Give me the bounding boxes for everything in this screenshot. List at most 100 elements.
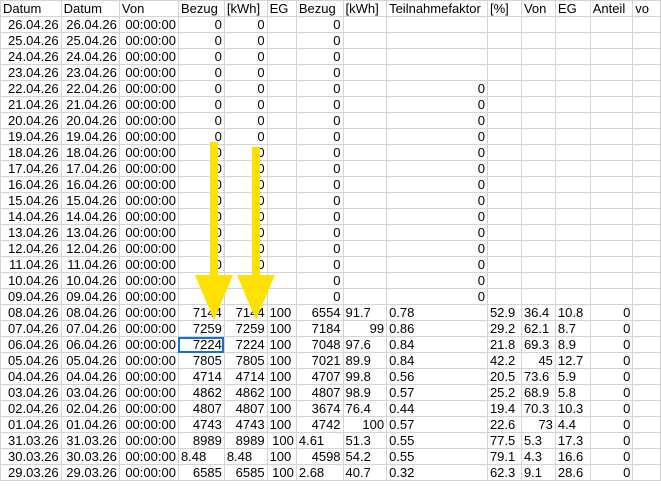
cell[interactable]: 21.04.26 — [60, 96, 120, 113]
cell[interactable]: 04.04.26 — [0, 368, 62, 385]
cell[interactable]: 12.04.26 — [0, 240, 62, 257]
cell[interactable]: 0 — [386, 176, 488, 193]
cell[interactable]: 76.4 — [342, 400, 388, 417]
cell[interactable] — [342, 112, 388, 129]
cell[interactable] — [342, 256, 388, 273]
cell[interactable]: 03.04.26 — [0, 384, 62, 401]
cell[interactable] — [632, 272, 661, 289]
cell[interactable]: 0 — [295, 48, 344, 65]
cell[interactable]: 25.04.26 — [0, 32, 62, 49]
cell[interactable]: 22.04.26 — [0, 80, 62, 97]
cell[interactable] — [486, 224, 522, 241]
cell[interactable]: 29.03.26 — [60, 464, 120, 481]
cell[interactable] — [342, 208, 388, 225]
cell[interactable]: 7048 — [295, 336, 344, 353]
cell[interactable]: 0 — [295, 144, 344, 161]
cell[interactable] — [554, 240, 591, 257]
cell[interactable] — [266, 16, 297, 33]
cell[interactable] — [266, 128, 297, 145]
cell[interactable] — [342, 144, 388, 161]
cell[interactable] — [554, 96, 591, 113]
cell[interactable] — [554, 128, 591, 145]
cell[interactable]: 20.04.26 — [60, 112, 120, 129]
cell[interactable]: 0 — [295, 192, 344, 209]
cell[interactable]: 0.86 — [386, 320, 488, 337]
cell[interactable]: 4743 — [223, 416, 268, 433]
cell[interactable] — [486, 16, 522, 33]
cell[interactable]: 0 — [295, 128, 344, 145]
cell[interactable] — [520, 192, 556, 209]
cell[interactable] — [589, 288, 634, 305]
cell[interactable] — [632, 96, 661, 113]
cell[interactable]: 100 — [266, 320, 297, 337]
cell[interactable] — [486, 48, 522, 65]
cell[interactable]: 0.78 — [386, 304, 488, 321]
cell[interactable]: 10.04.26 — [60, 272, 120, 289]
cell[interactable] — [589, 208, 634, 225]
cell[interactable]: 0 — [589, 384, 634, 401]
cell[interactable]: 7021 — [295, 352, 344, 369]
cell[interactable]: 17.3 — [554, 432, 591, 449]
cell[interactable]: 9.1 — [520, 464, 556, 481]
cell[interactable]: 0 — [386, 96, 488, 113]
cell[interactable]: 7184 — [295, 320, 344, 337]
cell[interactable] — [632, 64, 661, 81]
cell[interactable] — [632, 448, 661, 465]
cell[interactable] — [486, 160, 522, 177]
cell[interactable]: 0 — [589, 400, 634, 417]
cell[interactable]: 10.3 — [554, 400, 591, 417]
cell[interactable]: 0.57 — [386, 416, 488, 433]
cell[interactable] — [486, 32, 522, 49]
cell[interactable] — [520, 64, 556, 81]
cell[interactable]: 21.8 — [486, 336, 522, 353]
cell[interactable]: 0 — [295, 224, 344, 241]
cell[interactable] — [632, 352, 661, 369]
cell[interactable] — [520, 48, 556, 65]
cell[interactable]: 00:00:00 — [118, 208, 179, 225]
cell[interactable]: 15.04.26 — [60, 192, 120, 209]
column-header[interactable]: Bezug — [295, 0, 344, 17]
cell[interactable]: 36.4 — [520, 304, 556, 321]
cell[interactable] — [342, 272, 388, 289]
cell[interactable]: 07.04.26 — [60, 320, 120, 337]
cell[interactable] — [342, 288, 388, 305]
cell[interactable]: 14.04.26 — [60, 208, 120, 225]
cell[interactable] — [632, 384, 661, 401]
cell[interactable] — [632, 224, 661, 241]
cell[interactable] — [632, 192, 661, 209]
cell[interactable]: 00:00:00 — [118, 176, 179, 193]
cell[interactable]: 42.2 — [486, 352, 522, 369]
cell[interactable]: 3674 — [295, 400, 344, 417]
cell[interactable]: 0 — [295, 112, 344, 129]
cell[interactable] — [589, 80, 634, 97]
cell[interactable]: 8.9 — [554, 336, 591, 353]
cell[interactable]: 0 — [386, 240, 488, 257]
cell[interactable] — [554, 176, 591, 193]
cell[interactable] — [486, 176, 522, 193]
cell[interactable]: 4742 — [295, 416, 344, 433]
cell[interactable] — [554, 224, 591, 241]
cell[interactable]: 100 — [266, 336, 297, 353]
cell[interactable]: 02.04.26 — [60, 400, 120, 417]
cell[interactable] — [386, 32, 488, 49]
cell[interactable]: 100 — [342, 416, 388, 433]
cell[interactable] — [486, 272, 522, 289]
cell[interactable]: 13.04.26 — [60, 224, 120, 241]
cell[interactable]: 20.5 — [486, 368, 522, 385]
cell[interactable] — [589, 128, 634, 145]
cell[interactable] — [486, 256, 522, 273]
cell[interactable]: 0.55 — [386, 448, 488, 465]
cell[interactable] — [342, 48, 388, 65]
cell[interactable] — [632, 128, 661, 145]
cell[interactable]: 0 — [177, 96, 225, 113]
cell[interactable]: 0 — [589, 320, 634, 337]
cell[interactable]: 91.7 — [342, 304, 388, 321]
cell[interactable]: 100 — [266, 400, 297, 417]
cell[interactable] — [486, 288, 522, 305]
cell[interactable]: 69.3 — [520, 336, 556, 353]
cell[interactable]: 00:00:00 — [118, 352, 179, 369]
cell[interactable]: 0 — [386, 288, 488, 305]
cell[interactable] — [520, 144, 556, 161]
cell[interactable] — [520, 128, 556, 145]
cell[interactable]: 8989 — [223, 432, 268, 449]
